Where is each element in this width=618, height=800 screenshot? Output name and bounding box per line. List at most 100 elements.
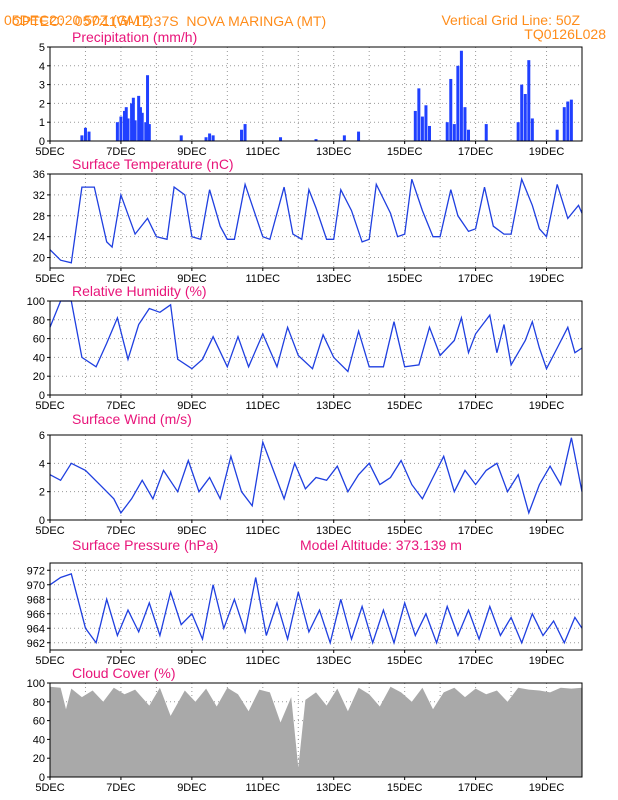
x-tick-label: 17DEC [458, 525, 494, 537]
x-tick-label: 17DEC [458, 273, 494, 285]
y-tick-label: 20 [33, 371, 45, 383]
precip-bar [122, 110, 126, 141]
precip-bar [126, 118, 130, 141]
station-coords: 057:11W-12:37S [74, 13, 179, 29]
x-tick-label: 15DEC [387, 525, 423, 537]
panel-5: 962 964 966 968 970 972 5DEC 7DEC 9DEC 11DEC 13DEC… [27, 537, 583, 667]
precip-bar [140, 112, 144, 141]
y-tick-label: 0 [39, 515, 45, 527]
x-tick-label: 11DEC [245, 146, 280, 158]
y-tick-label: 972 [27, 565, 45, 577]
y-tick-label: 60 [33, 716, 45, 728]
x-tick-label: 13DEC [316, 525, 352, 537]
panel-frame [49, 682, 583, 778]
x-tick-label: 9DEC [177, 782, 206, 794]
precip-bar [562, 107, 566, 141]
x-tick-label: 9DEC [177, 146, 206, 158]
y-tick-label: 4 [39, 61, 45, 73]
precip-bar [119, 116, 123, 141]
x-tick-label: 11DEC [245, 273, 280, 285]
x-tick-label: 11DEC [245, 525, 280, 537]
y-tick-label: 100 [27, 296, 45, 308]
x-tick-label: 13DEC [316, 146, 352, 158]
x-tick-label: 17DEC [458, 146, 494, 158]
x-tick-label: 9DEC [177, 400, 206, 412]
precip-bar [566, 101, 570, 141]
panel-title: Relative Humidity (%) [72, 283, 207, 299]
station-name: NOVA MARINGA (MT) [186, 13, 327, 29]
precip-bar [569, 99, 573, 141]
y-tick-label: 40 [33, 352, 45, 364]
y-tick-label: 964 [27, 623, 45, 635]
x-tick-label: 7DEC [106, 146, 135, 158]
x-tick-label: 9DEC [177, 273, 206, 285]
precip-bar [463, 107, 467, 141]
precip-bar [179, 135, 183, 141]
y-tick-label: 40 [33, 734, 45, 746]
x-tick-label: 19DEC [529, 273, 565, 285]
y-tick-label: 60 [33, 334, 45, 346]
precip-bar [211, 135, 215, 141]
x-tick-label: 19DEC [529, 146, 565, 158]
run-id: TQ0126L028 [524, 26, 606, 42]
panel-title: Surface Wind (m/s) [72, 411, 192, 427]
series-line [49, 176, 583, 264]
precip-bar [279, 137, 283, 141]
precip-bar [138, 107, 142, 141]
y-tick-label: 962 [27, 638, 45, 650]
panel-title: Precipitation (mm/h) [72, 29, 197, 45]
y-tick-label: 4 [39, 458, 45, 470]
x-tick-label: 7DEC [106, 273, 135, 285]
x-tick-label: 5DEC [35, 273, 64, 285]
precip-bar [243, 124, 247, 141]
x-tick-label: 19DEC [529, 782, 565, 794]
panel-frame [49, 562, 583, 651]
y-tick-label: 2 [39, 98, 45, 110]
precip-bar [523, 94, 527, 141]
y-tick-label: 0 [39, 390, 45, 402]
x-tick-label: 11DEC [245, 655, 280, 667]
precip-bar [137, 95, 141, 141]
y-tick-label: 100 [27, 678, 45, 690]
precip-bar [467, 129, 471, 141]
x-tick-label: 19DEC [529, 655, 565, 667]
y-tick-label: 0 [39, 136, 45, 148]
x-tick-label: 13DEC [316, 655, 352, 667]
y-tick-label: 6 [39, 430, 45, 442]
precip-bar [87, 131, 91, 141]
precip-bar [427, 125, 431, 141]
x-tick-label: 7DEC [106, 400, 135, 412]
x-tick-label: 15DEC [387, 273, 423, 285]
precip-bar [424, 105, 428, 141]
x-tick-label: 13DEC [316, 273, 352, 285]
precip-bar [357, 131, 361, 141]
x-tick-label: 9DEC [177, 655, 206, 667]
y-tick-label: 0 [39, 772, 45, 784]
panel-frame [49, 46, 583, 142]
x-tick-label: 5DEC [35, 400, 64, 412]
cloud-area [50, 686, 582, 777]
precip-bar [527, 60, 531, 141]
panel-frame [49, 300, 583, 396]
panel-title: Cloud Cover (%) [72, 665, 175, 681]
model-altitude: Model Altitude: 373.139 m [300, 537, 462, 553]
series-line [49, 437, 583, 515]
grid-note: Vertical Grid Line: 50Z [441, 12, 580, 28]
y-tick-label: 20 [33, 253, 45, 265]
precip-bar [147, 124, 151, 141]
x-tick-label: 17DEC [458, 400, 494, 412]
x-tick-label: 15DEC [387, 400, 423, 412]
x-tick-label: 11DEC [245, 400, 280, 412]
x-tick-label: 19DEC [529, 400, 565, 412]
panel-4: 0 2 4 6 5DEC 7DEC 9DEC 11DEC 13DEC 15DEC 17DEC 19DE… [35, 411, 583, 537]
precip-bar [83, 127, 87, 141]
precip-bar [146, 75, 150, 141]
precip-bar [208, 133, 212, 141]
x-tick-label: 7DEC [106, 655, 135, 667]
y-tick-label: 966 [27, 609, 45, 621]
precip-bar [555, 129, 559, 141]
precip-bar [456, 65, 460, 141]
panel-frame [49, 173, 583, 269]
y-tick-label: 2 [39, 487, 45, 499]
x-tick-label: 7DEC [106, 525, 135, 537]
